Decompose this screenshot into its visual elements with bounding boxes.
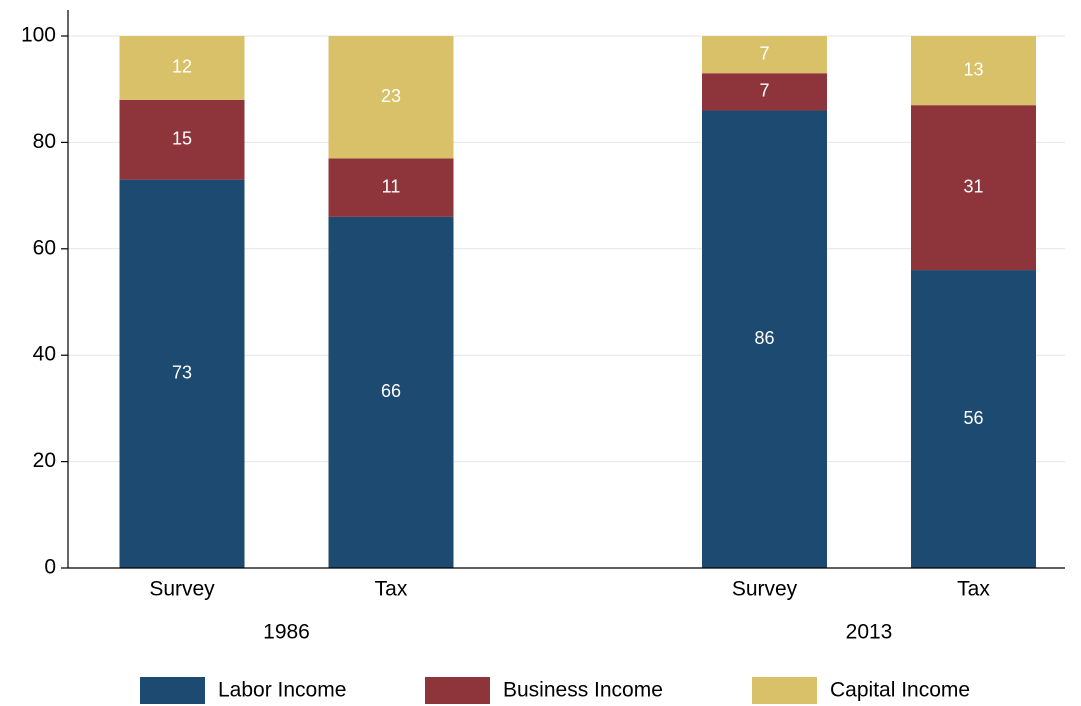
value-label: 12	[172, 57, 192, 77]
value-label: 11	[382, 176, 401, 196]
bar-segment	[119, 99, 245, 180]
y-tick-label: 40	[33, 343, 56, 366]
bar-segment	[328, 36, 454, 159]
y-tick-label: 0	[44, 556, 56, 579]
bar-segment	[119, 179, 245, 568]
value-label: 31	[963, 176, 983, 196]
bar-segment	[702, 36, 827, 74]
group-label: 1986	[263, 621, 310, 644]
y-tick-label: 20	[33, 449, 56, 472]
y-tick-label: 80	[33, 130, 56, 153]
bar-segment	[119, 36, 245, 100]
bar-segment	[702, 110, 827, 568]
legend-swatch	[752, 677, 817, 704]
legend-swatch	[140, 677, 205, 704]
value-label: 73	[172, 363, 192, 383]
value-label: 66	[381, 381, 401, 401]
bar-segment	[911, 105, 1036, 271]
legend-label: Business Income	[503, 679, 663, 702]
x-tick-label: Survey	[149, 578, 215, 601]
x-tick-label: Survey	[732, 578, 798, 601]
legend-swatch	[425, 677, 490, 704]
bar-segment	[911, 36, 1036, 106]
legend-label: Labor Income	[218, 679, 346, 702]
y-tick-label: 100	[21, 24, 56, 47]
bar-segment	[911, 270, 1036, 568]
value-label: 23	[381, 86, 401, 106]
value-label: 7	[759, 43, 769, 63]
y-tick-label: 60	[33, 236, 56, 259]
bar-segment	[328, 216, 454, 568]
bar-segment	[702, 73, 827, 111]
value-label: 7	[759, 81, 769, 101]
value-label: 13	[963, 59, 983, 79]
value-label: 15	[172, 128, 192, 148]
x-tick-label: Tax	[375, 578, 408, 601]
x-tick-label: Tax	[957, 578, 990, 601]
value-label: 56	[963, 408, 983, 428]
bar-segment	[328, 158, 454, 217]
value-label: 86	[754, 328, 774, 348]
legend-label: Capital Income	[830, 679, 970, 702]
group-label: 2013	[846, 621, 893, 644]
